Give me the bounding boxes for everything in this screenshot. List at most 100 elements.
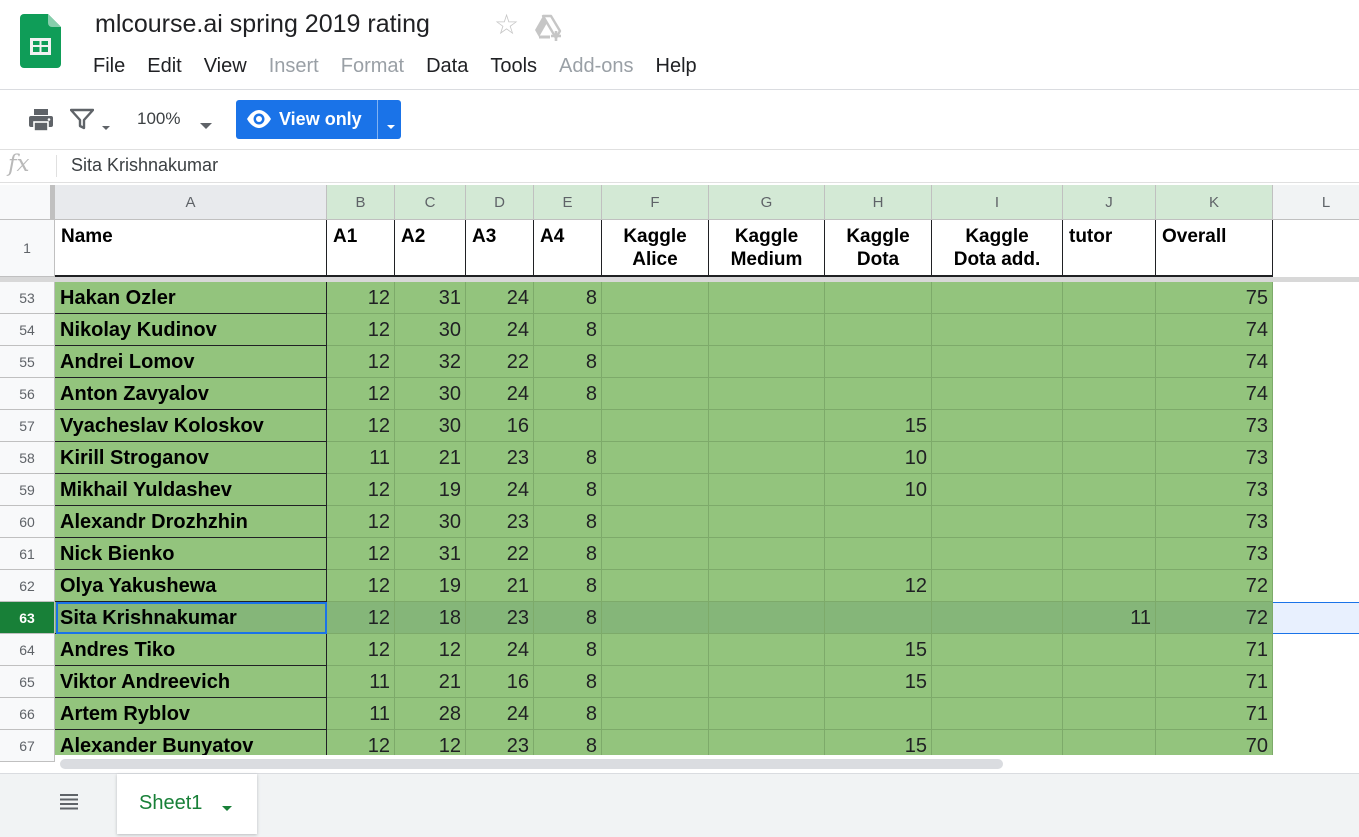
score-cell-b[interactable]: 12 — [327, 474, 395, 506]
score-cell-h[interactable] — [825, 538, 932, 570]
score-cell-b[interactable]: 11 — [327, 698, 395, 730]
score-cell-b[interactable]: 12 — [327, 346, 395, 378]
header-cell-c[interactable]: A2 — [395, 220, 466, 277]
score-cell-c[interactable]: 30 — [395, 506, 466, 538]
score-cell-d[interactable]: 23 — [466, 602, 534, 634]
menu-tools[interactable]: Tools — [490, 55, 538, 77]
score-cell-f[interactable] — [602, 314, 709, 346]
score-cell-d[interactable]: 24 — [466, 378, 534, 410]
score-cell-c[interactable]: 32 — [395, 346, 466, 378]
score-cell-j[interactable] — [1063, 570, 1156, 602]
header-cell-e[interactable]: A4 — [534, 220, 602, 277]
name-cell[interactable]: Hakan Ozler — [55, 282, 327, 314]
score-cell-f[interactable] — [602, 410, 709, 442]
horizontal-scrollbar-thumb[interactable] — [60, 759, 1003, 769]
score-cell-c[interactable]: 12 — [395, 634, 466, 666]
score-cell-e[interactable]: 8 — [534, 346, 602, 378]
score-cell-e[interactable]: 8 — [534, 666, 602, 698]
score-cell-g[interactable] — [709, 602, 825, 634]
chevron-down-icon[interactable] — [221, 799, 233, 817]
score-cell-i[interactable] — [932, 506, 1063, 538]
score-cell-c[interactable]: 28 — [395, 698, 466, 730]
score-cell-j[interactable] — [1063, 538, 1156, 570]
score-cell-j[interactable] — [1063, 378, 1156, 410]
name-cell[interactable]: Andrei Lomov — [55, 346, 327, 378]
name-cell[interactable]: Andres Tiko — [55, 634, 327, 666]
formula-input[interactable]: Sita Krishnakumar — [71, 155, 219, 175]
score-cell-b[interactable]: 12 — [327, 410, 395, 442]
chevron-down-icon[interactable] — [101, 118, 111, 136]
score-cell-g[interactable] — [709, 698, 825, 730]
score-cell-c[interactable]: 31 — [395, 282, 466, 314]
column-header-j[interactable]: J — [1063, 185, 1156, 220]
score-cell-c[interactable]: 21 — [395, 666, 466, 698]
score-cell-i[interactable] — [932, 570, 1063, 602]
score-cell-f[interactable] — [602, 474, 709, 506]
score-cell-d[interactable]: 23 — [466, 442, 534, 474]
score-cell-j[interactable] — [1063, 282, 1156, 314]
score-cell-j[interactable] — [1063, 474, 1156, 506]
row-header-65[interactable]: 65 — [0, 666, 55, 698]
column-header-d[interactable]: D — [466, 185, 534, 220]
score-cell-k[interactable]: 71 — [1156, 666, 1273, 698]
score-cell-h[interactable] — [825, 506, 932, 538]
row-header-55[interactable]: 55 — [0, 346, 55, 378]
score-cell-h[interactable]: 15 — [825, 410, 932, 442]
header-cell-j[interactable]: tutor — [1063, 220, 1156, 277]
score-cell-g[interactable] — [709, 314, 825, 346]
column-header-b[interactable]: B — [327, 185, 395, 220]
score-cell-g[interactable] — [709, 442, 825, 474]
name-cell[interactable]: Alexandr Drozhzhin — [55, 506, 327, 538]
score-cell-d[interactable]: 24 — [466, 698, 534, 730]
name-cell[interactable]: Vyacheslav Koloskov — [55, 410, 327, 442]
print-icon[interactable] — [28, 108, 54, 137]
score-cell-c[interactable]: 21 — [395, 442, 466, 474]
name-cell[interactable]: Kirill Stroganov — [55, 442, 327, 474]
score-cell-f[interactable] — [602, 698, 709, 730]
score-cell-e[interactable]: 8 — [534, 634, 602, 666]
header-cell-h[interactable]: Kaggle Dota — [825, 220, 932, 277]
score-cell-f[interactable] — [602, 602, 709, 634]
score-cell-i[interactable] — [932, 698, 1063, 730]
score-cell-f[interactable] — [602, 346, 709, 378]
add-to-drive-icon[interactable] — [534, 14, 564, 47]
score-cell-e[interactable]: 8 — [534, 442, 602, 474]
score-cell-j[interactable] — [1063, 346, 1156, 378]
score-cell-e[interactable]: 8 — [534, 282, 602, 314]
score-cell-g[interactable] — [709, 410, 825, 442]
score-cell-d[interactable]: 22 — [466, 346, 534, 378]
score-cell-c[interactable]: 31 — [395, 538, 466, 570]
score-cell-i[interactable] — [932, 378, 1063, 410]
score-cell-c[interactable]: 19 — [395, 474, 466, 506]
score-cell-g[interactable] — [709, 506, 825, 538]
score-cell-h[interactable]: 15 — [825, 666, 932, 698]
score-cell-e[interactable]: 8 — [534, 506, 602, 538]
score-cell-k[interactable]: 71 — [1156, 634, 1273, 666]
score-cell-f[interactable] — [602, 282, 709, 314]
score-cell-f[interactable] — [602, 442, 709, 474]
score-cell-d[interactable]: 24 — [466, 634, 534, 666]
score-cell-h[interactable] — [825, 602, 932, 634]
score-cell-d[interactable]: 22 — [466, 538, 534, 570]
score-cell-j[interactable] — [1063, 634, 1156, 666]
menu-view[interactable]: View — [203, 55, 247, 77]
column-header-i[interactable]: I — [932, 185, 1063, 220]
score-cell-k[interactable]: 74 — [1156, 314, 1273, 346]
column-header-f[interactable]: F — [602, 185, 709, 220]
score-cell-k[interactable]: 75 — [1156, 282, 1273, 314]
all-sheets-menu-icon[interactable] — [58, 791, 80, 816]
score-cell-k[interactable]: 72 — [1156, 570, 1273, 602]
score-cell-g[interactable] — [709, 538, 825, 570]
score-cell-k[interactable]: 73 — [1156, 474, 1273, 506]
row-header-1[interactable]: 1 — [0, 220, 55, 277]
score-cell-e[interactable]: 8 — [534, 474, 602, 506]
document-title[interactable]: mlcourse.ai spring 2019 rating — [95, 10, 430, 38]
header-cell-i[interactable]: Kaggle Dota add. — [932, 220, 1063, 277]
menu-data[interactable]: Data — [426, 55, 469, 77]
score-cell-i[interactable] — [932, 346, 1063, 378]
row-header-60[interactable]: 60 — [0, 506, 55, 538]
score-cell-h[interactable]: 15 — [825, 634, 932, 666]
score-cell-h[interactable]: 12 — [825, 570, 932, 602]
score-cell-c[interactable]: 30 — [395, 378, 466, 410]
score-cell-c[interactable]: 19 — [395, 570, 466, 602]
